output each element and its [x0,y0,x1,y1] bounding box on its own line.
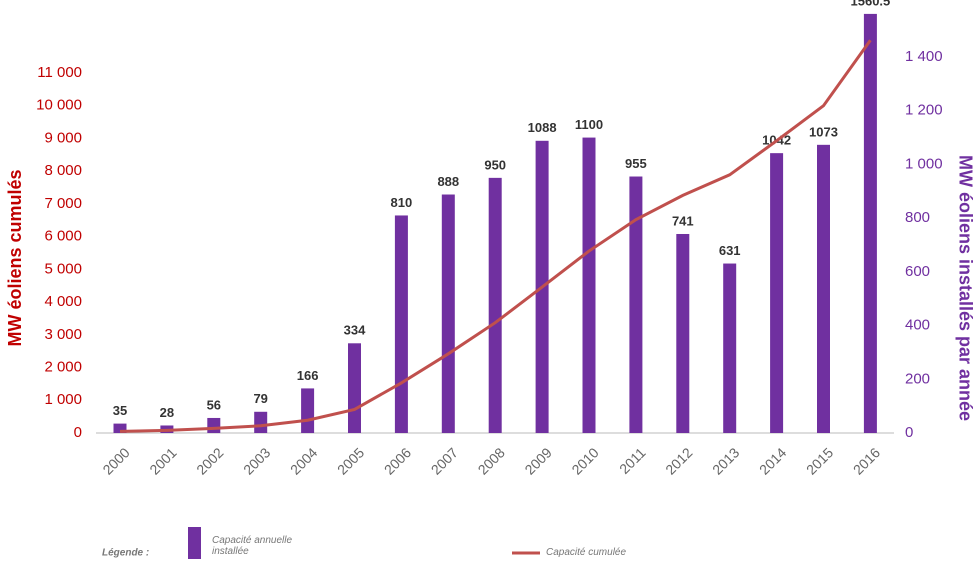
y-tick-label: 0 [74,424,82,441]
legend-label: Capacité cumulée [546,547,627,558]
y2-tick-label: 200 [905,370,930,387]
data-label: 1100 [575,117,603,132]
x-tick-label: 2010 [568,444,601,477]
y-tick-label: 2 000 [44,359,82,376]
x-tick-label: 2004 [287,444,320,477]
x-tick-label: 2011 [616,444,649,477]
data-label: 1073 [809,124,838,139]
bar [863,13,877,433]
data-label: 35 [113,403,127,418]
bar [488,177,502,433]
x-tick-label: 2012 [662,444,695,477]
y-axis-label: MW éoliens cumulés [5,169,25,346]
data-label: 741 [672,213,694,228]
y-tick-label: 11 000 [37,64,82,81]
x-tick-label: 2006 [381,444,414,477]
data-label: 810 [391,195,413,210]
y-tick-label: 7 000 [44,195,82,212]
y2-tick-label: 400 [905,317,930,334]
data-label: 56 [207,397,221,412]
y2-tick-label: 600 [905,263,930,280]
bar [348,343,361,433]
line [119,39,872,433]
bar [817,144,830,434]
legend-title: Légende : [102,548,149,559]
bar [676,233,690,433]
x-tick-label: 2002 [193,444,226,477]
y-tick-label: 4 000 [44,293,82,310]
data-label: 1088 [528,120,557,135]
bar [770,153,784,433]
data-label: 28 [160,405,174,420]
x-tick-label: 2005 [334,444,367,477]
data-label: 955 [625,156,647,171]
x-tick-label: 2016 [850,444,883,477]
y-tick-label: 5 000 [44,260,82,277]
bar [301,388,315,433]
x-tick-label: 2015 [803,444,836,477]
y-tick-label: 10 000 [36,97,82,114]
bar [441,194,455,433]
x-tick-label: 2008 [475,444,508,477]
bar [723,263,737,433]
x-tick-label: 2001 [146,444,179,477]
data-label: 950 [484,157,506,172]
data-label: 79 [253,391,267,406]
y-tick-label: 8 000 [44,162,82,179]
y2-tick-label: 1 200 [905,102,943,119]
x-tick-label: 2000 [99,444,132,477]
y2-tick-label: 800 [905,209,930,226]
data-label: 166 [297,368,319,383]
bar [582,137,596,433]
y-tick-label: 6 000 [44,228,82,245]
data-label: 888 [437,174,459,189]
bar [394,215,408,433]
y2-tick-label: 1 400 [905,48,943,65]
bar [254,411,268,433]
data-label: 1560.5 [851,0,891,8]
x-tick-label: 2007 [428,444,461,477]
y-tick-label: 1 000 [44,391,82,408]
y-tick-label: 3 000 [44,326,82,343]
legend-swatch [188,527,201,559]
data-label: 631 [719,243,741,258]
y2-tick-label: 1 000 [905,155,943,172]
x-tick-label: 2013 [709,444,742,477]
x-tick-label: 2014 [756,444,789,477]
legend-label: Capacité annuelle installée [212,535,293,557]
bar [207,417,221,433]
y2-axis-label: MW éoliens installés par année [955,155,975,421]
bar [113,423,127,433]
y-tick-label: 9 000 [44,129,82,146]
data-label: 334 [344,323,366,338]
bar [629,176,643,434]
x-tick-label: 2003 [240,444,273,477]
x-tick-label: 2009 [521,444,554,477]
y2-tick-label: 0 [905,424,913,441]
